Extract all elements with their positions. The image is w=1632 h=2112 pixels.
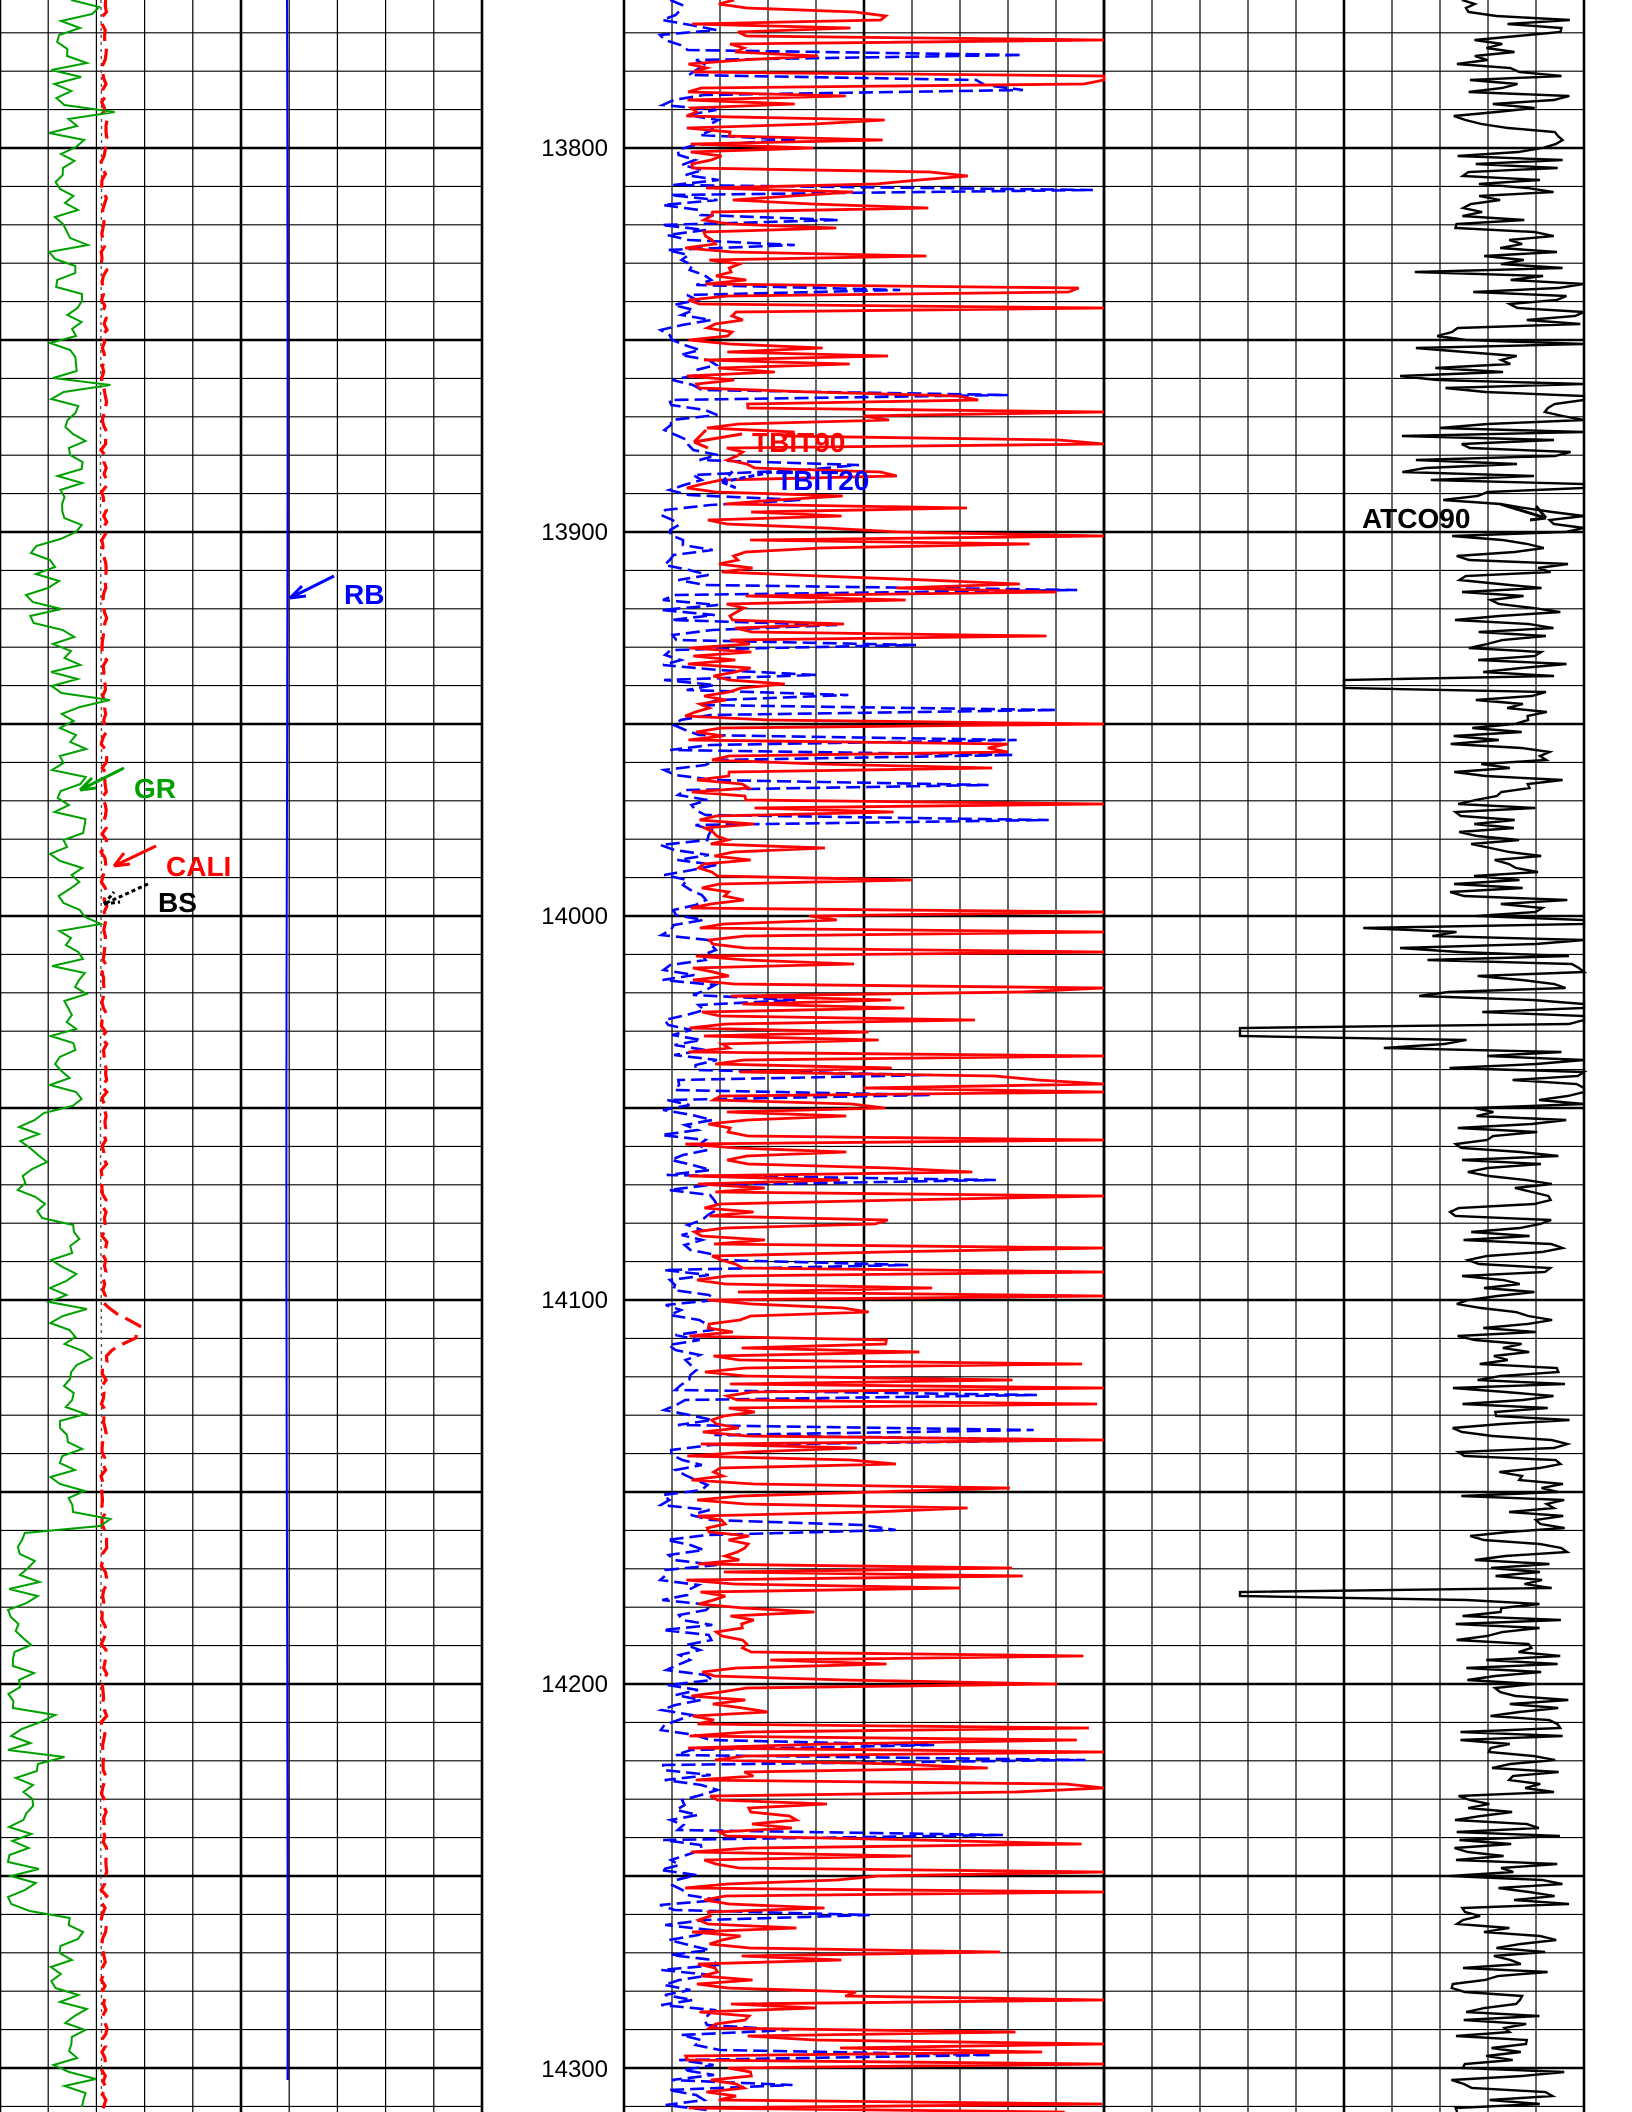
atco90-curve bbox=[1238, 0, 1588, 2112]
cali-label: CALI bbox=[166, 851, 231, 882]
tbit20-curve bbox=[656, 0, 1095, 2112]
depth-tick-label: 14200 bbox=[541, 1671, 608, 1698]
cali-label-arrow bbox=[112, 844, 157, 868]
tbit90-label: TBIT90 bbox=[752, 427, 845, 458]
cali-curve bbox=[98, 0, 142, 2112]
gr-curve bbox=[6, 0, 115, 2108]
depth-tick-label: 14000 bbox=[541, 903, 608, 930]
rb-label: RB bbox=[344, 579, 384, 610]
depth-tick-label: 14300 bbox=[541, 2056, 608, 2083]
bs-label-arrow bbox=[102, 882, 149, 906]
rb-curve bbox=[285, 0, 289, 2081]
gr-label-arrow bbox=[78, 766, 125, 792]
gr-label: GR bbox=[134, 773, 176, 804]
depth-tick-label: 13900 bbox=[541, 519, 608, 546]
curves bbox=[6, 0, 1588, 2112]
depth-tick-label: 13800 bbox=[541, 135, 608, 162]
tbit90-label-arrow bbox=[692, 428, 743, 450]
depth-axis: 13800 13900 14000 14100 14200 14300 bbox=[541, 135, 608, 2083]
depth-tick-label: 14100 bbox=[541, 1287, 608, 1314]
bs-label: BS bbox=[158, 887, 197, 918]
tbit20-label: TBIT20 bbox=[776, 465, 869, 496]
curve-labels: GR CALI BS RB TBIT90 TBIT20 ATCO90 bbox=[78, 427, 1548, 918]
tbit20-label-arrow bbox=[720, 468, 773, 490]
tbit90-curve bbox=[683, 0, 1106, 2112]
atco90-label: ATCO90 bbox=[1362, 503, 1470, 534]
atco90-label-arrow bbox=[1499, 502, 1548, 522]
bs-curve bbox=[99, 0, 103, 2101]
rb-label-arrow bbox=[288, 574, 335, 600]
